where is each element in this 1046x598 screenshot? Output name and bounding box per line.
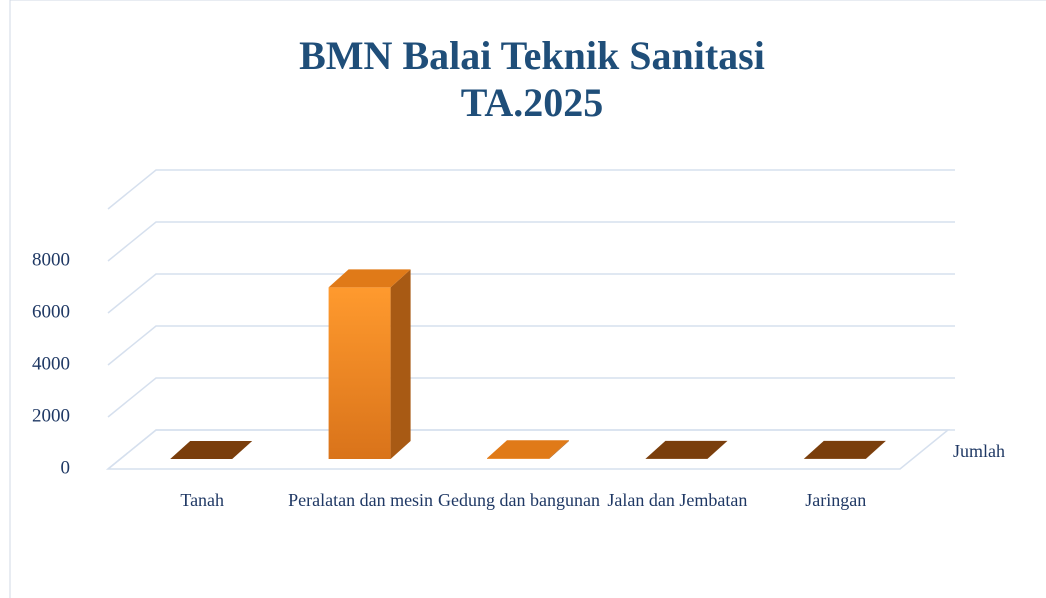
bar-side xyxy=(390,269,411,459)
y-tick-label: 8000 xyxy=(32,249,70,270)
bar xyxy=(487,458,549,459)
bar-top xyxy=(645,440,728,459)
x-tick-label: Jaringan xyxy=(805,490,866,510)
legend-label: Jumlah xyxy=(953,441,1005,461)
grid-line xyxy=(107,325,955,366)
floor xyxy=(105,429,951,470)
chart-title: TA.2025 xyxy=(461,80,604,125)
bar-top xyxy=(170,440,253,459)
y-tick-label: 4000 xyxy=(32,353,70,374)
bar-side xyxy=(865,440,886,459)
x-tick-label: Tanah xyxy=(180,490,224,510)
y-tick-label: 2000 xyxy=(32,405,70,426)
bar-top xyxy=(328,269,411,288)
x-tick-label: Jalan dan Jembatan xyxy=(607,490,747,510)
chart-title: BMN Balai Teknik Sanitasi xyxy=(299,33,765,78)
bar-top xyxy=(487,440,569,459)
bar-side xyxy=(232,440,253,459)
bar-side xyxy=(549,440,569,459)
y-tick-label: 0 xyxy=(61,457,71,478)
grid-line xyxy=(107,169,955,210)
x-tick-label: Gedung dan bangunan xyxy=(438,490,600,510)
bar-side xyxy=(707,440,728,459)
x-tick-label: Peralatan dan mesin xyxy=(288,490,433,510)
grid-line xyxy=(107,221,955,262)
grid-line xyxy=(107,273,955,314)
bar-top xyxy=(803,440,886,459)
bar xyxy=(328,287,391,459)
grid-line xyxy=(107,377,955,418)
y-tick-label: 6000 xyxy=(32,301,70,322)
